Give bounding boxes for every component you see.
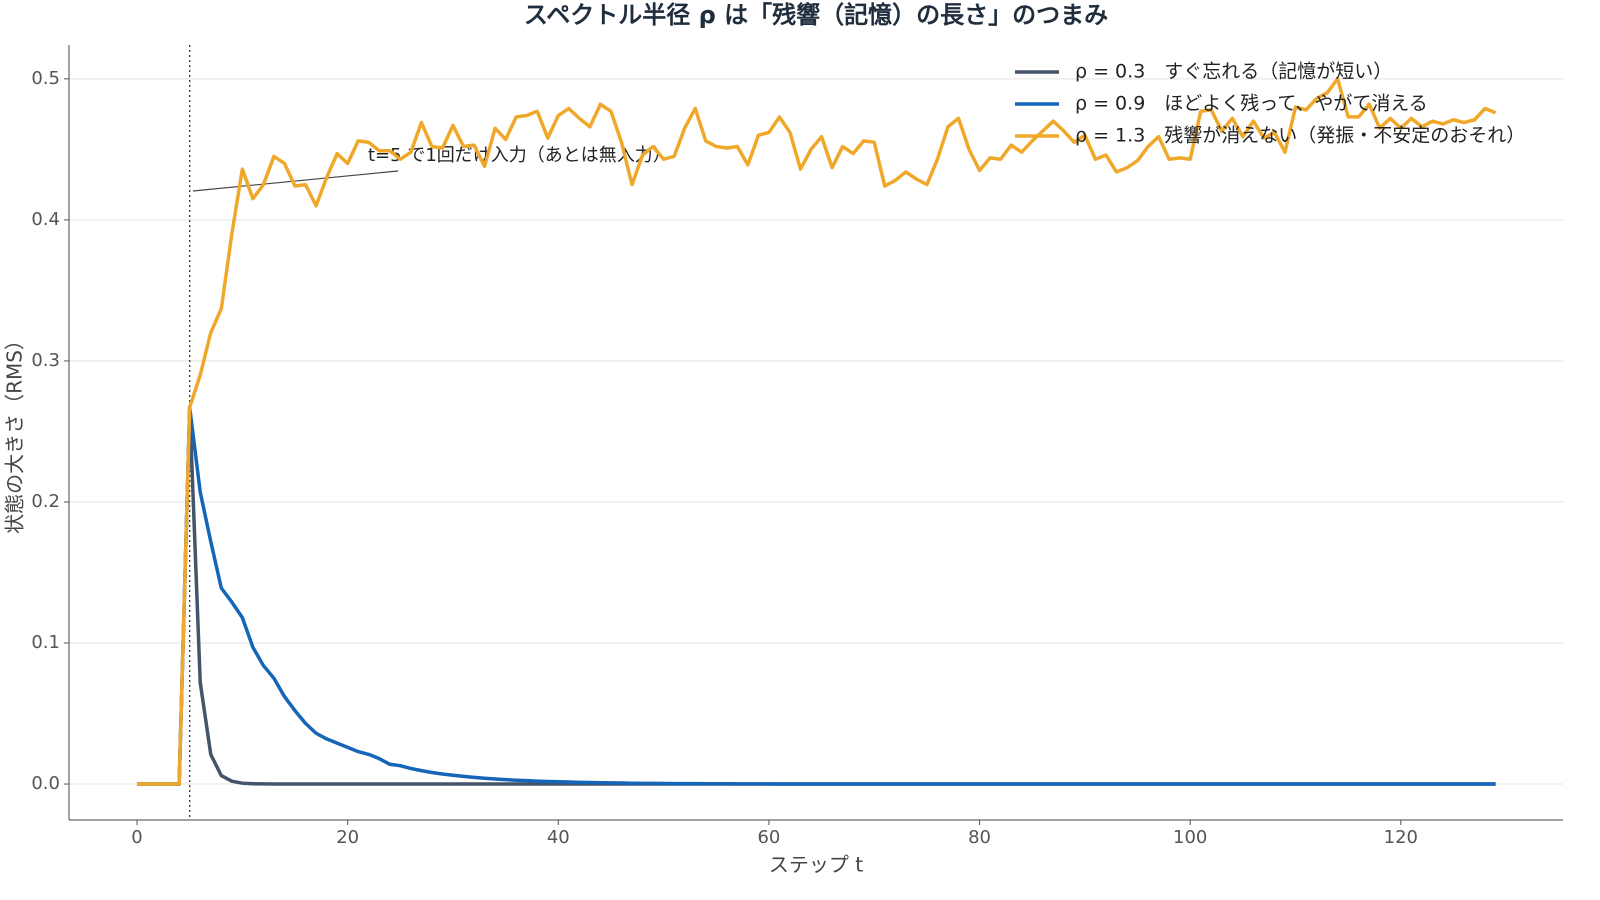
legend-label: ρ = 1.3 残響が消えない（発振・不安定のおそれ） bbox=[1075, 125, 1525, 147]
y-tick-label: 0.0 bbox=[31, 773, 60, 794]
x-axis-label: ステップ t bbox=[769, 853, 863, 877]
legend-label: ρ = 0.3 すぐ忘れる（記憶が短い） bbox=[1075, 61, 1392, 83]
x-tick-label: 100 bbox=[1173, 827, 1207, 848]
y-tick-label: 0.3 bbox=[31, 350, 60, 371]
x-tick-label: 20 bbox=[336, 827, 359, 848]
chart-title: スペクトル半径 ρ は「残響（記憶）の長さ」のつまみ bbox=[524, 1, 1108, 29]
y-axis-label: 状態の大きさ（RMS） bbox=[3, 330, 27, 534]
x-tick-label: 0 bbox=[131, 827, 142, 848]
annotation: t=5 で1回だけ入力（あとは無入力） bbox=[368, 145, 671, 166]
legend-label: ρ = 0.9 ほどよく残って、やがて消える bbox=[1075, 93, 1428, 115]
y-tick-label: 0.2 bbox=[31, 491, 60, 512]
x-tick-label: 120 bbox=[1384, 827, 1418, 848]
annotation-leader bbox=[192, 170, 399, 192]
series-line bbox=[137, 405, 1496, 786]
y-tick-label: 0.5 bbox=[31, 68, 60, 89]
x-tick-label: 80 bbox=[968, 827, 991, 848]
series-line bbox=[137, 405, 1496, 786]
x-tick-label: 60 bbox=[757, 827, 780, 848]
x-tick-label: 40 bbox=[547, 827, 570, 848]
series-line bbox=[137, 77, 1497, 786]
y-tick-label: 0.1 bbox=[31, 632, 60, 653]
y-tick-label: 0.4 bbox=[31, 209, 60, 230]
